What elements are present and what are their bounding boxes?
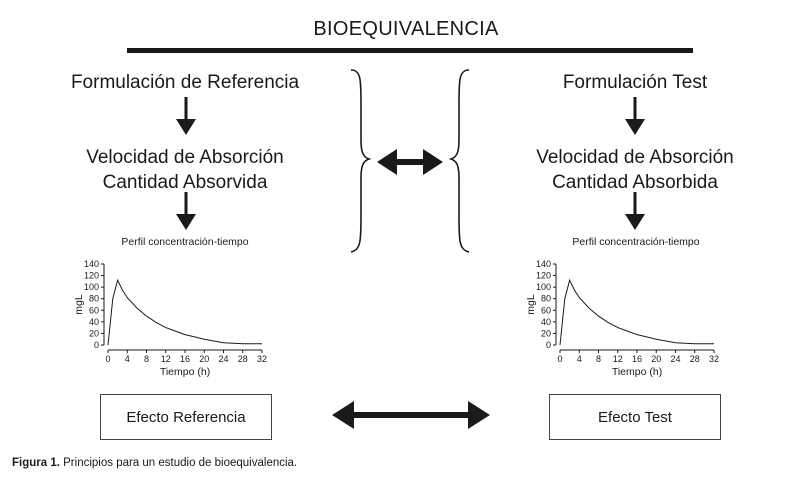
left-formulation: Formulación de Referencia xyxy=(70,72,300,93)
y-tick-label: 120 xyxy=(536,271,551,281)
x-axis-label: Tiempo (h) xyxy=(160,366,210,378)
right-absorption-rate: Velocidad de Absorción xyxy=(536,147,734,168)
y-tick-label: 20 xyxy=(89,328,99,338)
concentration-curve xyxy=(107,278,262,346)
x-tick-label: 32 xyxy=(709,354,719,364)
x-tick-label: 20 xyxy=(651,354,661,364)
x-tick-label: 28 xyxy=(238,354,248,364)
concentration-curve xyxy=(559,278,714,346)
left-absorption-rate: Velocidad de Absorción xyxy=(86,147,284,168)
y-tick-label: 0 xyxy=(94,340,99,350)
left-brace xyxy=(350,69,372,253)
y-tick-label: 60 xyxy=(89,305,99,315)
y-tick-label: 100 xyxy=(84,282,99,292)
y-tick-label: 100 xyxy=(536,282,551,292)
left-down-arrow-2 xyxy=(176,192,196,230)
bottom-double-arrow xyxy=(332,401,490,429)
x-tick-label: 16 xyxy=(180,354,190,364)
y-tick-label: 120 xyxy=(84,271,99,281)
y-axis-label: mgL xyxy=(73,294,85,315)
y-axis-label: mgL xyxy=(525,294,537,315)
right-absorbed-amount: Cantidad Absorbida xyxy=(552,172,718,193)
x-tick-label: 4 xyxy=(125,354,130,364)
center-braces xyxy=(350,69,470,253)
center-double-arrow xyxy=(377,149,443,175)
x-tick-label: 32 xyxy=(257,354,267,364)
x-tick-label: 12 xyxy=(161,354,171,364)
left-absorbed-amount: Cantidad Absorvida xyxy=(102,172,268,193)
figure-caption-text: Principios para un estudio de bioequival… xyxy=(63,457,298,469)
x-tick-label: 8 xyxy=(596,354,601,364)
right-effect-box: Efecto Test xyxy=(549,394,721,440)
right-brace xyxy=(448,69,470,253)
right-profile-title: Perfil concentración-tiempo xyxy=(572,236,700,248)
y-tick-label: 80 xyxy=(89,294,99,304)
left-effect-label: Efecto Referencia xyxy=(126,408,246,426)
left-down-arrow-1 xyxy=(176,97,196,135)
y-tick-label: 0 xyxy=(546,340,551,350)
x-tick-label: 24 xyxy=(218,354,228,364)
left-effect-box: Efecto Referencia xyxy=(100,394,272,440)
x-tick-label: 24 xyxy=(670,354,680,364)
figure-caption: Figura 1. Principios para un estudio de … xyxy=(12,457,297,469)
x-tick-label: 12 xyxy=(613,354,623,364)
right-formulation: Formulación Test xyxy=(562,72,708,93)
x-tick-label: 4 xyxy=(577,354,582,364)
x-tick-label: 28 xyxy=(690,354,700,364)
y-tick-label: 20 xyxy=(541,328,551,338)
x-tick-label: 8 xyxy=(144,354,149,364)
x-tick-label: 0 xyxy=(105,354,110,364)
diagram-title: BIOEQUIVALENCIA xyxy=(313,18,499,40)
x-tick-label: 0 xyxy=(557,354,562,364)
right-effect-label: Efecto Test xyxy=(598,408,672,426)
right-down-arrow-1 xyxy=(625,97,645,135)
x-tick-label: 20 xyxy=(199,354,209,364)
x-axis-label: Tiempo (h) xyxy=(612,366,662,378)
y-tick-label: 80 xyxy=(541,294,551,304)
y-tick-label: 40 xyxy=(541,317,551,327)
title-rule xyxy=(127,48,693,53)
x-tick-label: 16 xyxy=(632,354,642,364)
right-down-arrow-2 xyxy=(625,192,645,230)
y-tick-label: 140 xyxy=(84,259,99,269)
figure-caption-label: Figura 1. xyxy=(12,457,60,469)
y-tick-label: 40 xyxy=(89,317,99,327)
left-profile-title: Perfil concentración-tiempo xyxy=(121,236,249,248)
y-tick-label: 60 xyxy=(541,305,551,315)
y-tick-label: 140 xyxy=(536,259,551,269)
